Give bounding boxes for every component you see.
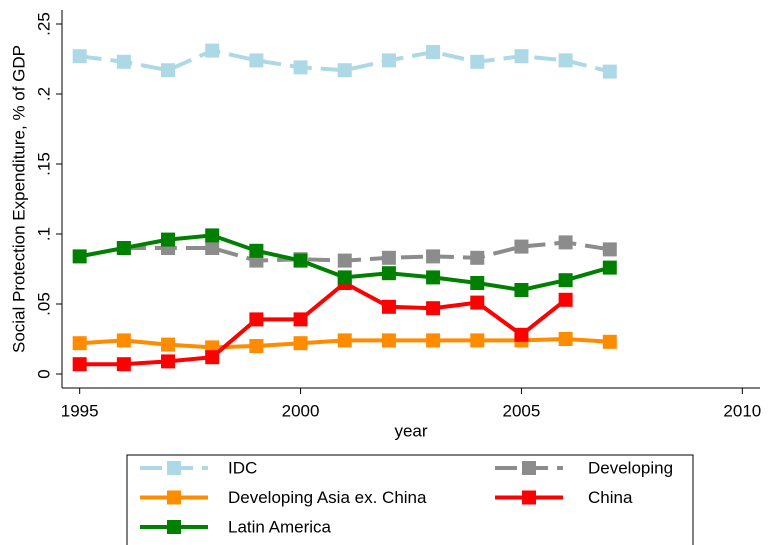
series-marker — [381, 250, 396, 265]
series-marker — [558, 235, 573, 250]
series-marker — [72, 49, 87, 64]
series-marker — [293, 253, 308, 268]
series-marker — [337, 270, 352, 285]
series-marker — [205, 350, 220, 365]
series-marker — [205, 228, 220, 243]
series-marker — [426, 301, 441, 316]
series-marker — [161, 337, 176, 352]
y-tick-label: .15 — [34, 152, 53, 176]
series-marker — [293, 312, 308, 327]
series-marker — [470, 295, 485, 310]
series-marker — [161, 63, 176, 78]
series-marker — [72, 249, 87, 264]
series-marker — [293, 336, 308, 351]
series-marker — [558, 53, 573, 68]
series-marker — [602, 260, 617, 275]
series-marker — [72, 336, 87, 351]
series-marker — [116, 54, 131, 69]
x-tick-label: 2000 — [282, 401, 320, 420]
series-marker — [558, 273, 573, 288]
legend-label: Latin America — [228, 517, 332, 536]
series-marker — [249, 243, 264, 258]
legend — [126, 454, 694, 545]
y-tick-label: .05 — [34, 292, 53, 316]
series-marker — [161, 354, 176, 369]
y-tick-label: .2 — [34, 87, 53, 101]
series-line — [123, 240, 611, 263]
series-marker — [470, 333, 485, 348]
series-marker — [161, 232, 176, 247]
series-marker — [470, 276, 485, 290]
series-marker — [426, 45, 441, 59]
y-tick-label: .25 — [34, 12, 53, 36]
legend-label: Developing — [588, 458, 673, 477]
series-marker — [558, 332, 573, 346]
series-marker — [426, 249, 441, 264]
series-marker — [116, 333, 131, 348]
series-marker — [558, 292, 573, 307]
series-marker — [116, 357, 131, 372]
y-tick-label: .1 — [34, 227, 53, 241]
series-marker — [426, 333, 441, 348]
series-marker — [381, 299, 396, 314]
legend-label: China — [588, 488, 633, 507]
series-marker — [514, 283, 529, 297]
y-tick-label: 0 — [34, 369, 53, 378]
legend-marker — [167, 490, 181, 505]
series-line — [79, 280, 567, 367]
series-marker — [381, 333, 396, 348]
legend-marker — [167, 461, 181, 475]
series-marker — [381, 53, 396, 68]
series-marker — [72, 357, 87, 372]
series-marker — [337, 63, 352, 78]
series-marker — [116, 241, 131, 255]
series-marker — [205, 43, 220, 58]
series-marker — [249, 339, 264, 353]
legend-label: IDC — [228, 458, 257, 477]
series-marker — [470, 54, 485, 69]
series-marker — [514, 49, 529, 64]
series-marker — [602, 64, 617, 79]
series-marker — [337, 333, 352, 348]
series-marker — [205, 241, 220, 255]
x-axis-title: year — [394, 421, 427, 440]
series-marker — [514, 327, 529, 342]
series-marker — [426, 270, 441, 285]
series-marker — [249, 312, 264, 327]
series-marker — [470, 250, 485, 265]
series-marker — [602, 334, 617, 349]
legend-label: Developing Asia ex. China — [228, 488, 427, 507]
series-marker — [514, 239, 529, 254]
x-tick-label: 2010 — [723, 401, 761, 420]
series-marker — [337, 253, 352, 268]
series-marker — [249, 53, 264, 68]
y-axis-title: Social Protection Expenditure, % of GDP — [9, 45, 28, 353]
series-marker — [602, 242, 617, 257]
x-tick-label: 1995 — [61, 401, 99, 420]
legend-marker — [522, 461, 536, 475]
series-marker — [293, 60, 308, 75]
x-tick-label: 2005 — [503, 401, 541, 420]
legend-marker — [167, 520, 181, 534]
legend-marker — [522, 490, 536, 505]
series-marker — [381, 266, 396, 281]
